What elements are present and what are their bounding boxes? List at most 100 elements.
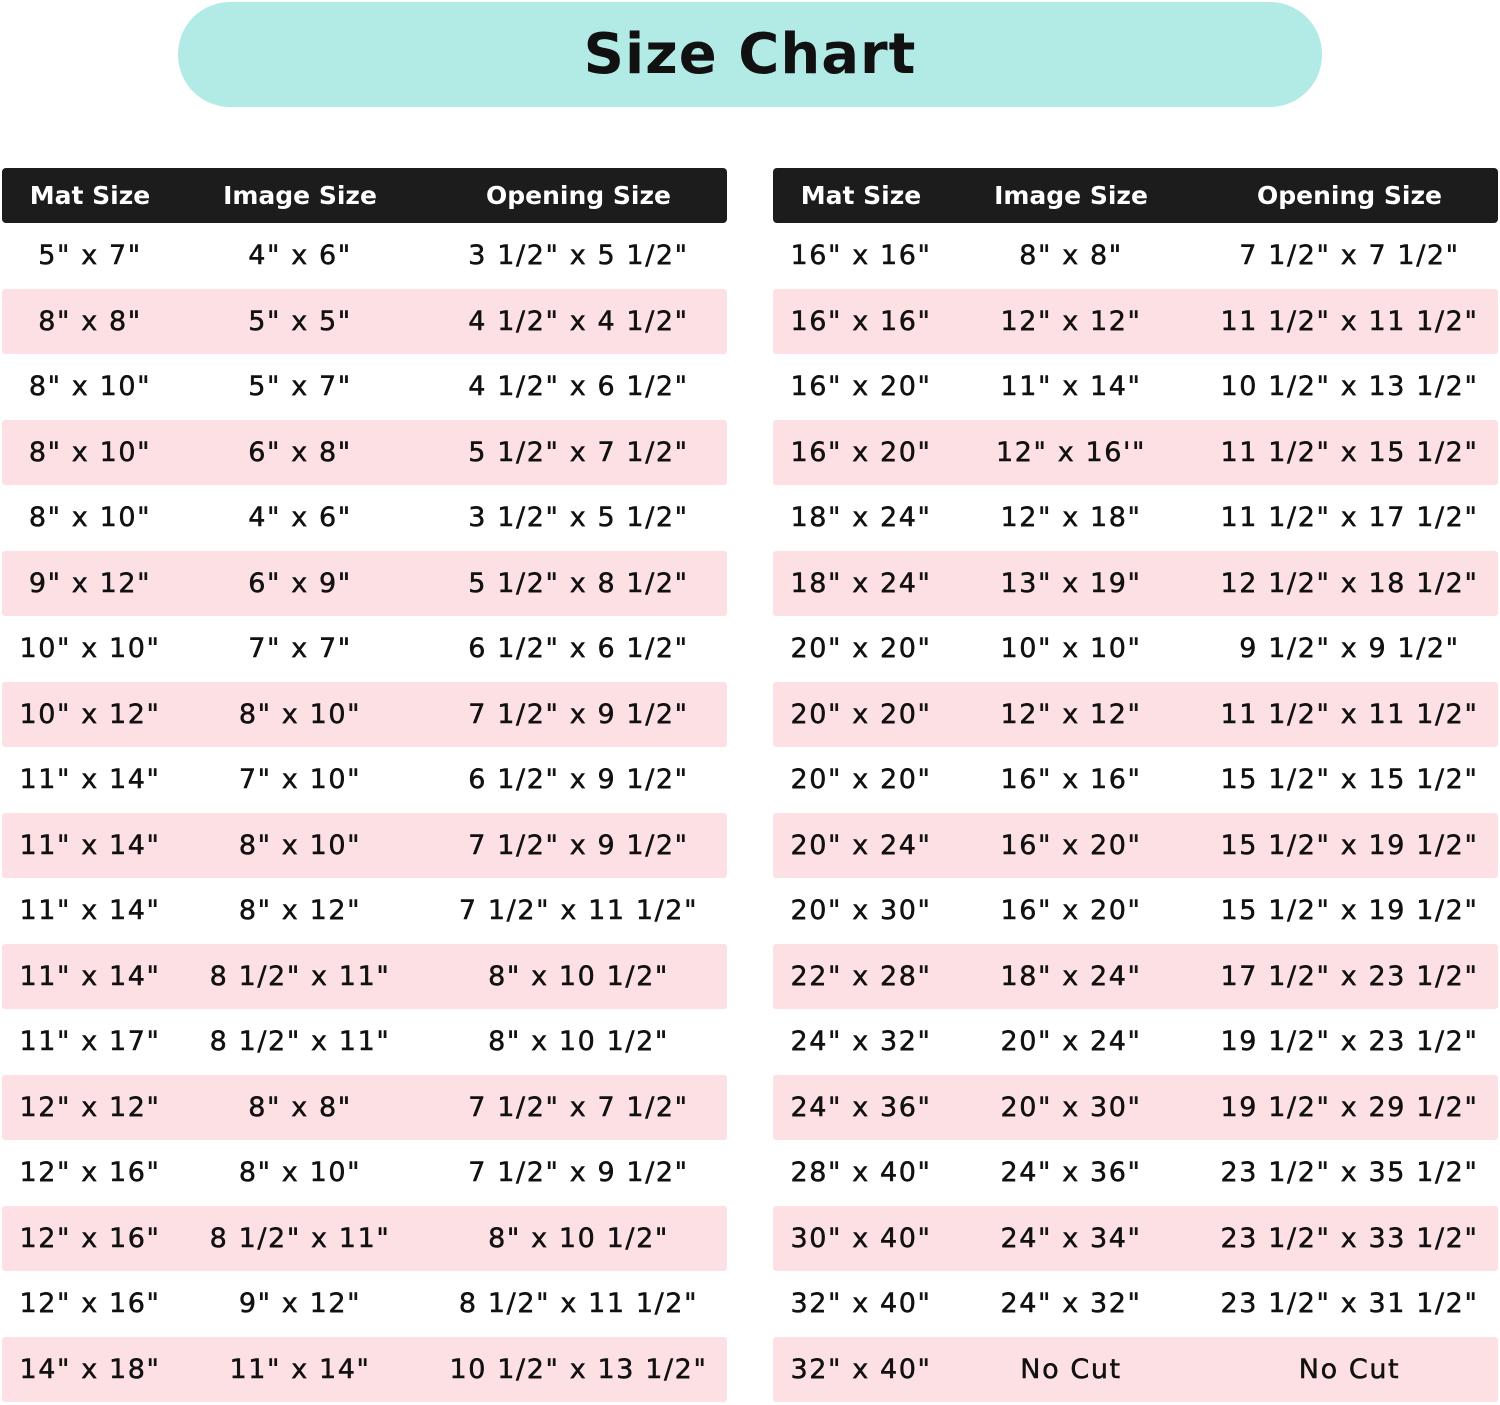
- opening-size-cell: 15 1/2" x 19 1/2": [1220, 829, 1479, 862]
- opening-size-cell: 7 1/2" x 9 1/2": [468, 1157, 689, 1189]
- table-header: Mat Size Image Size Opening Size: [773, 168, 1498, 223]
- image-size-cell: 8" x 12": [238, 895, 362, 927]
- mat-size-cell: 16" x 20": [790, 436, 932, 469]
- opening-size-cell: 23 1/2" x 35 1/2": [1220, 1157, 1479, 1189]
- opening-size-cell: 8" x 10 1/2": [488, 960, 669, 993]
- mat-size-cell: 32" x 40": [790, 1353, 932, 1386]
- image-size-cell: 8" x 8": [248, 1091, 352, 1124]
- mat-size-cell: 18" x 24": [790, 567, 932, 600]
- table-row: 16" x 16" 12" x 12" 11 1/2" x 11 1/2": [773, 288, 1498, 354]
- size-table-right: Mat Size Image Size Opening Size 16" x 16" 8…: [773, 168, 1498, 1402]
- image-size-cell: 7" x 10": [238, 764, 362, 796]
- image-size-cell: 12" x 16'": [995, 436, 1147, 469]
- mat-size-cell: 11" x 14": [19, 960, 161, 993]
- image-size-cell: 6" x 9": [248, 567, 352, 600]
- mat-size-cell: 11" x 17": [19, 1026, 161, 1058]
- table-row: 8" x 10" 4" x 6" 3 1/2" x 5 1/2": [2, 485, 727, 551]
- table-row: 16" x 20" 12" x 16'" 11 1/2" x 15 1/2": [773, 419, 1498, 485]
- image-size-cell: 9" x 12": [238, 1288, 362, 1320]
- image-size-cell: 7" x 7": [248, 633, 352, 665]
- opening-size-cell: 10 1/2" x 13 1/2": [1220, 371, 1479, 403]
- table-row: 20" x 20" 12" x 12" 11 1/2" x 11 1/2": [773, 681, 1498, 747]
- image-size-cell: 11" x 14": [1000, 371, 1142, 403]
- opening-size-cell: 5 1/2" x 7 1/2": [468, 436, 689, 469]
- mat-size-cell: 10" x 10": [19, 633, 161, 665]
- mat-size-cell: 8" x 8": [38, 305, 142, 338]
- opening-size-cell: 15 1/2" x 15 1/2": [1220, 764, 1479, 796]
- opening-size-cell: 9 1/2" x 9 1/2": [1239, 633, 1460, 665]
- image-size-cell: 8" x 8": [1019, 240, 1123, 272]
- mat-size-cell: 28" x 40": [790, 1157, 932, 1189]
- opening-size-cell: 7 1/2" x 9 1/2": [468, 698, 689, 731]
- image-size-cell: 16" x 20": [1000, 829, 1142, 862]
- table-header: Mat Size Image Size Opening Size: [2, 168, 727, 223]
- image-size-cell: 8" x 10": [238, 829, 362, 862]
- opening-size-cell: 8" x 10 1/2": [488, 1222, 669, 1255]
- mat-size-cell: 12" x 16": [19, 1222, 161, 1255]
- opening-size-cell: 11 1/2" x 15 1/2": [1220, 436, 1479, 469]
- image-size-cell: 24" x 32": [1000, 1288, 1142, 1320]
- mat-size-cell: 20" x 20": [790, 698, 932, 731]
- mat-size-cell: 12" x 16": [19, 1157, 161, 1189]
- opening-size-cell: 12 1/2" x 18 1/2": [1220, 567, 1479, 600]
- opening-size-cell: 3 1/2" x 5 1/2": [468, 240, 689, 272]
- image-size-cell: 4" x 6": [248, 240, 352, 272]
- table-row: 8" x 10" 6" x 8" 5 1/2" x 7 1/2": [2, 419, 727, 485]
- mat-size-cell: 24" x 36": [790, 1091, 932, 1124]
- table-row: 20" x 30" 16" x 20" 15 1/2" x 19 1/2": [773, 878, 1498, 944]
- table-row: 8" x 8" 5" x 5" 4 1/2" x 4 1/2": [2, 288, 727, 354]
- column-header: Image Size: [223, 181, 377, 210]
- table-row: 20" x 20" 16" x 16" 15 1/2" x 15 1/2": [773, 747, 1498, 813]
- image-size-cell: 13" x 19": [1000, 567, 1142, 600]
- table-row: 9" x 12" 6" x 9" 5 1/2" x 8 1/2": [2, 550, 727, 616]
- opening-size-cell: 11 1/2" x 17 1/2": [1220, 502, 1479, 534]
- image-size-cell: 8 1/2" x 11": [209, 1026, 391, 1058]
- opening-size-cell: No Cut: [1298, 1353, 1401, 1386]
- column-header: Image Size: [994, 181, 1148, 210]
- table-row: 12" x 16" 8" x 10" 7 1/2" x 9 1/2": [2, 1140, 727, 1206]
- opening-size-cell: 6 1/2" x 9 1/2": [468, 764, 689, 796]
- table-row: 8" x 10" 5" x 7" 4 1/2" x 6 1/2": [2, 354, 727, 420]
- mat-size-cell: 10" x 12": [19, 698, 161, 731]
- opening-size-cell: 15 1/2" x 19 1/2": [1220, 895, 1479, 927]
- image-size-cell: 20" x 24": [1000, 1026, 1142, 1058]
- mat-size-cell: 20" x 20": [790, 764, 932, 796]
- opening-size-cell: 7 1/2" x 9 1/2": [468, 829, 689, 862]
- column-header: Opening Size: [486, 181, 671, 210]
- image-size-cell: 10" x 10": [1000, 633, 1142, 665]
- column-header: Mat Size: [800, 181, 922, 210]
- mat-size-cell: 16" x 16": [790, 305, 932, 338]
- mat-size-cell: 12" x 12": [19, 1091, 161, 1124]
- mat-size-cell: 11" x 14": [19, 829, 161, 862]
- mat-size-cell: 16" x 20": [790, 371, 932, 403]
- table-row: 20" x 24" 16" x 20" 15 1/2" x 19 1/2": [773, 812, 1498, 878]
- table-row: 10" x 12" 8" x 10" 7 1/2" x 9 1/2": [2, 681, 727, 747]
- table-row: 16" x 20" 11" x 14" 10 1/2" x 13 1/2": [773, 354, 1498, 420]
- image-size-cell: 8 1/2" x 11": [209, 1222, 391, 1255]
- image-size-cell: 8 1/2" x 11": [209, 960, 391, 993]
- table-row: 11" x 17" 8 1/2" x 11" 8" x 10 1/2": [2, 1009, 727, 1075]
- opening-size-cell: 11 1/2" x 11 1/2": [1220, 698, 1479, 731]
- image-size-cell: 12" x 18": [1000, 502, 1142, 534]
- image-size-cell: 12" x 12": [1000, 305, 1142, 338]
- mat-size-cell: 20" x 30": [790, 895, 932, 927]
- table-row: 20" x 20" 10" x 10" 9 1/2" x 9 1/2": [773, 616, 1498, 682]
- opening-size-cell: 10 1/2" x 13 1/2": [449, 1353, 708, 1386]
- image-size-cell: 11" x 14": [229, 1353, 371, 1386]
- opening-size-cell: 8" x 10 1/2": [488, 1026, 669, 1058]
- title-banner: Size Chart: [178, 2, 1322, 107]
- table-row: 18" x 24" 12" x 18" 11 1/2" x 17 1/2": [773, 485, 1498, 551]
- opening-size-cell: 8 1/2" x 11 1/2": [458, 1288, 699, 1320]
- opening-size-cell: 23 1/2" x 31 1/2": [1220, 1288, 1479, 1320]
- opening-size-cell: 4 1/2" x 6 1/2": [468, 371, 689, 403]
- opening-size-cell: 3 1/2" x 5 1/2": [468, 502, 689, 534]
- opening-size-cell: 19 1/2" x 29 1/2": [1220, 1091, 1479, 1124]
- mat-size-cell: 18" x 24": [790, 502, 932, 534]
- table-row: 11" x 14" 8" x 10" 7 1/2" x 9 1/2": [2, 812, 727, 878]
- mat-size-cell: 14" x 18": [19, 1353, 161, 1386]
- opening-size-cell: 7 1/2" x 7 1/2": [1239, 240, 1460, 272]
- image-size-cell: 18" x 24": [1000, 960, 1142, 993]
- mat-size-cell: 32" x 40": [790, 1288, 932, 1320]
- table-row: 22" x 28" 18" x 24" 17 1/2" x 23 1/2": [773, 943, 1498, 1009]
- table-row: 18" x 24" 13" x 19" 12 1/2" x 18 1/2": [773, 550, 1498, 616]
